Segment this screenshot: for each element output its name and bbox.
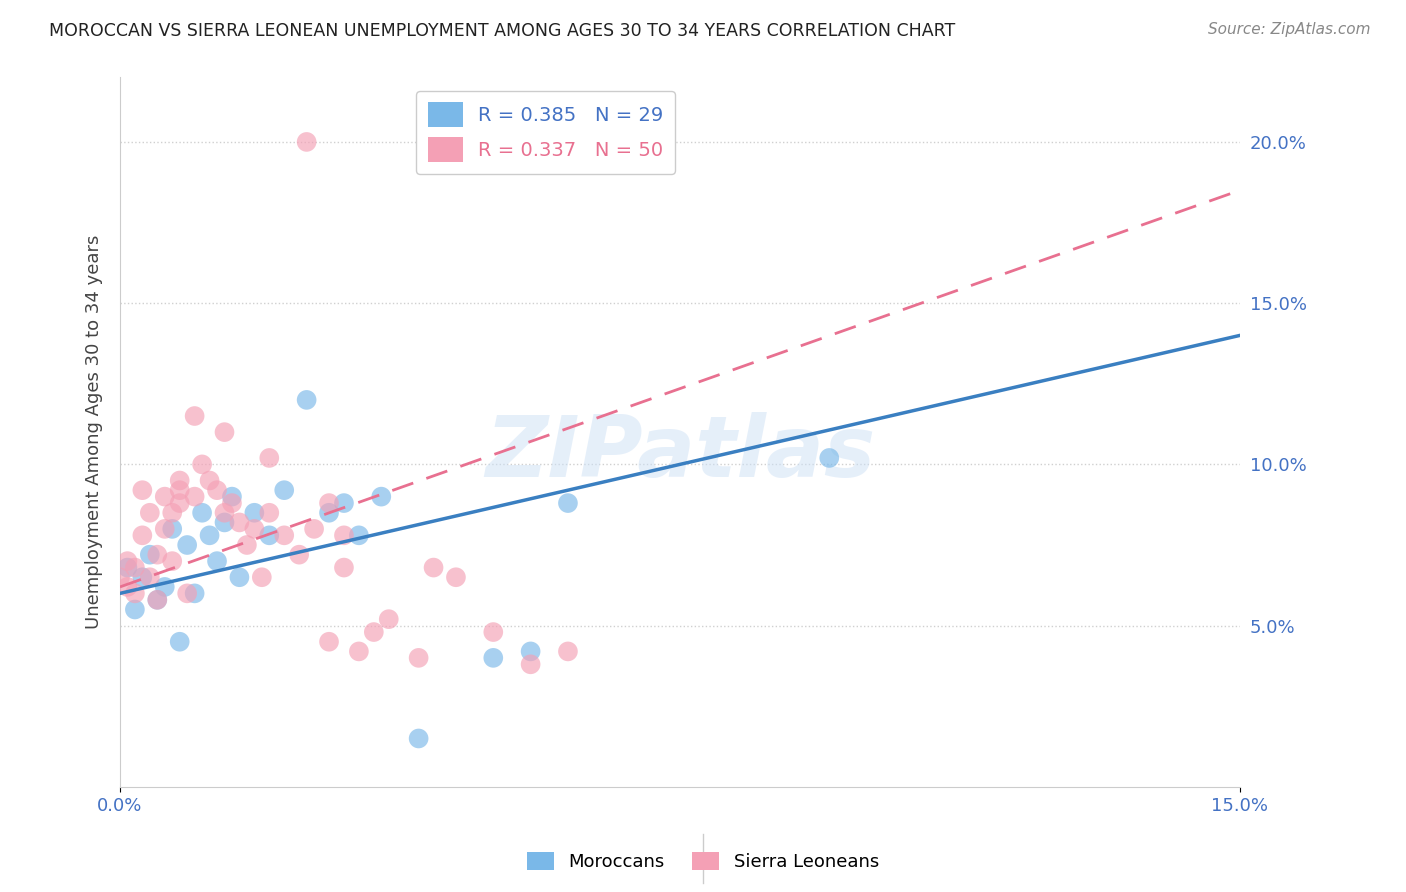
Point — [370, 490, 392, 504]
Point — [153, 580, 176, 594]
Point — [214, 425, 236, 439]
Point — [176, 538, 198, 552]
Point — [408, 731, 430, 746]
Point — [295, 135, 318, 149]
Point — [519, 644, 541, 658]
Point — [347, 528, 370, 542]
Text: Source: ZipAtlas.com: Source: ZipAtlas.com — [1208, 22, 1371, 37]
Point — [183, 586, 205, 600]
Text: MOROCCAN VS SIERRA LEONEAN UNEMPLOYMENT AMONG AGES 30 TO 34 YEARS CORRELATION CH: MOROCCAN VS SIERRA LEONEAN UNEMPLOYMENT … — [49, 22, 956, 40]
Point — [160, 506, 183, 520]
Point — [302, 522, 325, 536]
Point — [191, 458, 214, 472]
Point — [250, 570, 273, 584]
Point — [557, 496, 579, 510]
Point — [557, 644, 579, 658]
Point — [146, 548, 169, 562]
Point — [183, 490, 205, 504]
Point — [519, 657, 541, 672]
Point — [333, 496, 356, 510]
Point — [422, 560, 444, 574]
Point — [236, 538, 259, 552]
Point — [243, 522, 266, 536]
Point — [169, 474, 191, 488]
Point — [318, 506, 340, 520]
Point — [818, 450, 841, 465]
Point — [482, 651, 505, 665]
Point — [482, 625, 505, 640]
Point — [318, 496, 340, 510]
Point — [318, 634, 340, 648]
Point — [259, 450, 281, 465]
Point — [124, 560, 146, 574]
Point — [191, 506, 214, 520]
Point — [221, 490, 243, 504]
Point — [205, 554, 228, 568]
Point — [347, 644, 370, 658]
Point — [108, 570, 131, 584]
Point — [228, 516, 250, 530]
Point — [214, 516, 236, 530]
Point — [221, 496, 243, 510]
Point — [363, 625, 385, 640]
Point — [139, 548, 162, 562]
Point — [124, 602, 146, 616]
Text: ZIPatlas: ZIPatlas — [485, 412, 875, 495]
Point — [444, 570, 467, 584]
Point — [117, 580, 139, 594]
Point — [176, 586, 198, 600]
Point — [169, 634, 191, 648]
Point — [160, 554, 183, 568]
Point — [117, 554, 139, 568]
Point — [153, 490, 176, 504]
Point — [117, 560, 139, 574]
Point — [169, 483, 191, 498]
Point — [198, 474, 221, 488]
Point — [205, 483, 228, 498]
Point — [153, 522, 176, 536]
Y-axis label: Unemployment Among Ages 30 to 34 years: Unemployment Among Ages 30 to 34 years — [86, 235, 103, 630]
Point — [288, 548, 311, 562]
Point — [183, 409, 205, 423]
Legend: R = 0.385   N = 29, R = 0.337   N = 50: R = 0.385 N = 29, R = 0.337 N = 50 — [416, 91, 675, 174]
Point — [146, 592, 169, 607]
Point — [131, 483, 153, 498]
Point — [139, 570, 162, 584]
Point — [124, 586, 146, 600]
Point — [146, 592, 169, 607]
Point — [198, 528, 221, 542]
Point — [131, 570, 153, 584]
Point — [259, 528, 281, 542]
Point — [139, 506, 162, 520]
Point — [243, 506, 266, 520]
Point — [160, 522, 183, 536]
Point — [273, 528, 295, 542]
Legend: Moroccans, Sierra Leoneans: Moroccans, Sierra Leoneans — [520, 845, 886, 879]
Point — [131, 528, 153, 542]
Point — [259, 506, 281, 520]
Point — [408, 651, 430, 665]
Point — [295, 392, 318, 407]
Point — [169, 496, 191, 510]
Point — [333, 528, 356, 542]
Point — [273, 483, 295, 498]
Point — [333, 560, 356, 574]
Point — [214, 506, 236, 520]
Point — [377, 612, 399, 626]
Point — [228, 570, 250, 584]
